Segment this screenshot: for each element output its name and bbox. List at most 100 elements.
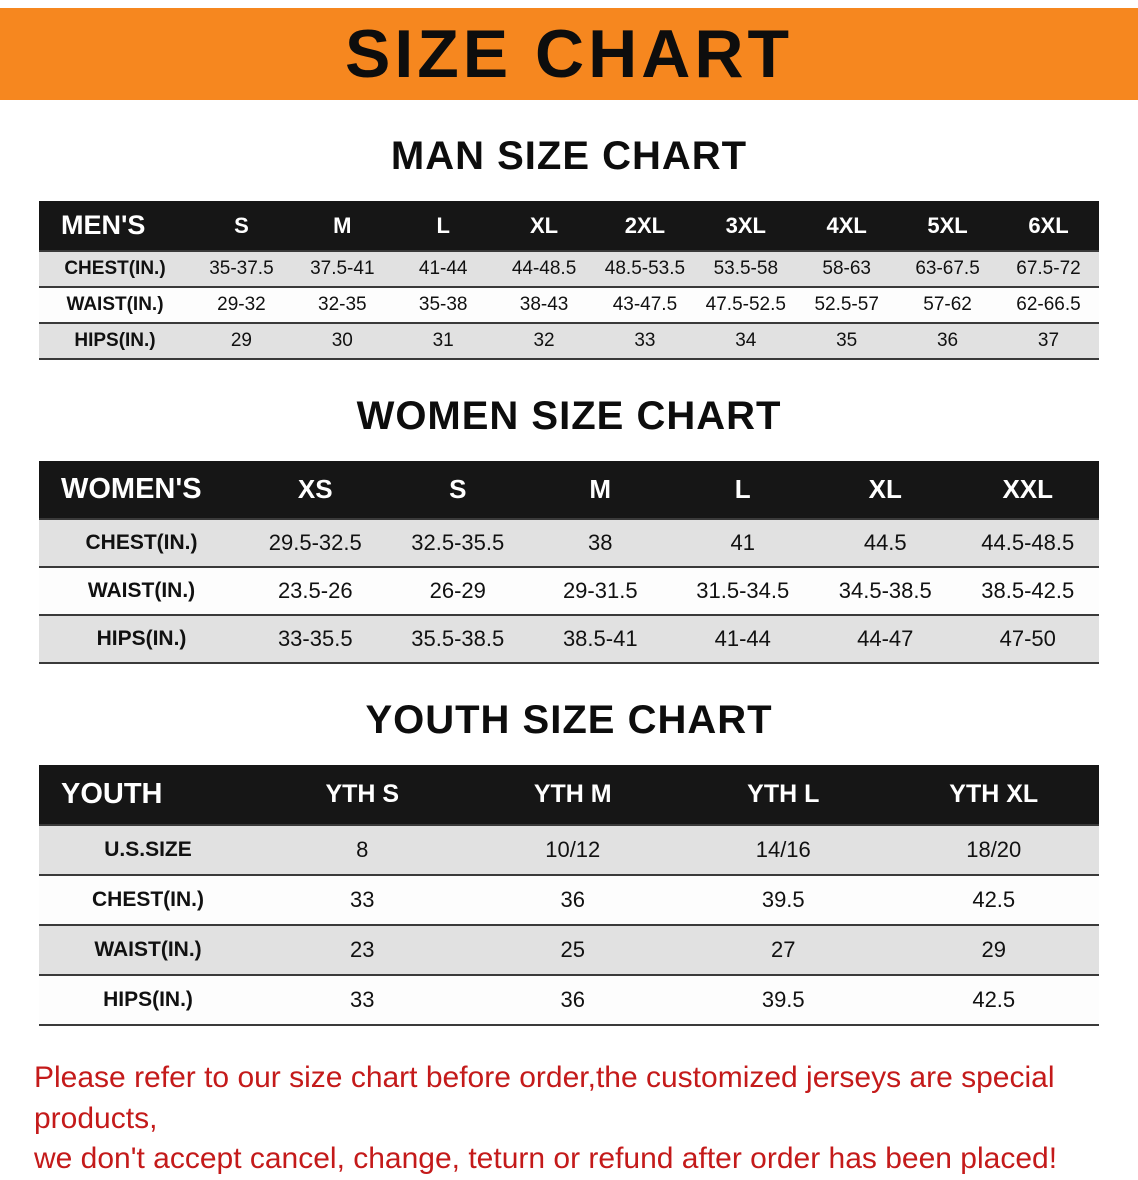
value-cell: 67.5-72 [1016, 258, 1081, 279]
value-cell: 37.5-41 [310, 258, 375, 279]
size-header-cell: YTH S [257, 765, 468, 825]
row-label-cell: HIPS(IN.) [103, 988, 193, 1011]
value-cell: 31 [432, 330, 454, 351]
value-cell: 39.5 [761, 987, 805, 1012]
youth-size-section: YOUTH SIZE CHART YOUTH YTH S YTH M YTH L YTH… [0, 698, 1138, 1026]
size-header-cell: YTH M [467, 765, 678, 825]
value-cell: 41-44 [714, 626, 771, 651]
value-cell: 47.5-52.5 [705, 294, 786, 315]
value-cell: 34 [735, 330, 757, 351]
value-cell: 30 [331, 330, 353, 351]
value-cell: 47-50 [999, 626, 1056, 651]
value-cell: 25 [560, 937, 585, 962]
value-cell: 53.5-58 [713, 258, 779, 279]
value-cell: 38.5-42.5 [981, 578, 1075, 603]
size-header-cell: S [191, 201, 292, 251]
size-header-cell: YTH XL [888, 765, 1099, 825]
value-cell: 37 [1037, 330, 1060, 351]
youth-section-heading: YOUTH SIZE CHART [365, 698, 773, 742]
value-cell: 33 [350, 987, 375, 1012]
table-title-cell: YOUTH [39, 765, 257, 825]
size-header-cell: M [529, 461, 672, 519]
value-cell: 10/12 [545, 837, 601, 862]
disclaimer-line-1: Please refer to our size chart before or… [34, 1061, 1055, 1135]
size-header-cell: L [392, 201, 494, 251]
value-cell: 41-44 [418, 258, 468, 279]
value-cell: 43-47.5 [612, 294, 678, 315]
value-cell: 39.5 [761, 887, 805, 912]
value-cell: 32-35 [318, 294, 367, 315]
value-cell: 33-35.5 [277, 626, 353, 651]
value-cell: 36 [936, 330, 959, 351]
men-size-section: MAN SIZE CHART MEN'S S M L XL 2XL 3XL 4XL 5XL 6XL… [0, 134, 1138, 360]
value-cell: 38-43 [519, 294, 569, 315]
value-cell: 42.5 [972, 887, 1016, 912]
size-header-cell: 2XL [594, 201, 696, 251]
table-header-row: MEN'S S M L XL 2XL 3XL 4XL 5XL 6XL [39, 201, 1099, 251]
row-label-cell: HIPS(IN.) [74, 330, 156, 351]
value-cell: 29-31.5 [562, 578, 638, 603]
table-title-cell: MEN'S [39, 201, 191, 251]
row-label-cell: WAIST(IN.) [66, 294, 164, 315]
size-header-cell: M [291, 201, 393, 251]
value-cell: 33 [634, 330, 656, 351]
value-cell: 35-37.5 [209, 258, 274, 279]
size-header-cell: S [386, 461, 529, 519]
youth-size-table: YOUTH YTH S YTH M YTH L YTH XL U.S.SIZE 8 10/12… [39, 765, 1099, 1026]
value-cell: 8 [356, 837, 369, 862]
row-label-cell: HIPS(IN.) [96, 627, 187, 650]
size-header-cell: 6XL [998, 201, 1099, 251]
page-title: SIZE CHART [345, 16, 793, 92]
value-cell: 44-48.5 [511, 258, 577, 279]
men-section-heading: MAN SIZE CHART [390, 134, 748, 178]
size-header-cell: XXL [956, 461, 1099, 519]
value-cell: 44.5 [863, 530, 907, 555]
value-cell: 32.5-35.5 [411, 530, 505, 555]
size-header-cell: XS [244, 461, 387, 519]
value-cell: 23.5-26 [277, 578, 353, 603]
size-chart-page: SIZE CHART MAN SIZE CHART MEN'S S M L XL 2XL 3… [0, 8, 1138, 1180]
banner: SIZE CHART [0, 8, 1138, 100]
row-label-cell: CHEST(IN.) [92, 888, 204, 911]
table-row: CHEST(IN.) 35-37.5 37.5-41 41-44 44-48.5 48.5… [39, 251, 1099, 287]
table-row: U.S.SIZE 8 10/12 14/16 18/20 [39, 825, 1099, 875]
women-section-heading: WOMEN SIZE CHART [356, 394, 782, 438]
value-cell: 26-29 [429, 578, 486, 603]
value-cell: 44-47 [857, 626, 914, 651]
value-cell: 35 [836, 330, 858, 351]
size-header-cell: L [671, 461, 814, 519]
value-cell: 35.5-38.5 [411, 626, 505, 651]
table-row: CHEST(IN.) 33 36 39.5 42.5 [39, 875, 1099, 925]
size-header-cell: 5XL [897, 201, 998, 251]
table-row: CHEST(IN.) 29.5-32.5 32.5-35.5 38 41 44.5 44.5… [39, 519, 1099, 567]
row-label-cell: U.S.SIZE [104, 838, 192, 861]
value-cell: 29 [230, 330, 252, 351]
table-row: WAIST(IN.) 23.5-26 26-29 29-31.5 31.5-34.5 34… [39, 567, 1099, 615]
value-cell: 33 [350, 887, 375, 912]
table-title-cell: WOMEN'S [39, 461, 244, 519]
table-row: HIPS(IN.) 33 36 39.5 42.5 [39, 975, 1099, 1025]
table-row: HIPS(IN.) 33-35.5 35.5-38.5 38.5-41 41-44 44-… [39, 615, 1099, 663]
size-header-cell: XL [493, 201, 595, 251]
disclaimer: Please refer to our size chart before or… [0, 1058, 1138, 1180]
row-label-cell: CHEST(IN.) [64, 258, 166, 279]
value-cell: 14/16 [755, 837, 811, 862]
value-cell: 18/20 [966, 837, 1022, 862]
value-cell: 48.5-53.5 [604, 258, 686, 279]
value-cell: 35-38 [418, 294, 468, 315]
value-cell: 29.5-32.5 [268, 530, 362, 555]
value-cell: 38 [588, 530, 613, 555]
value-cell: 62-66.5 [1016, 294, 1081, 315]
table-row: WAIST(IN.) 23 25 27 29 [39, 925, 1099, 975]
disclaimer-line-2: we don't accept cancel, change, teturn o… [34, 1142, 1058, 1175]
table-header-row: YOUTH YTH S YTH M YTH L YTH XL [39, 765, 1099, 825]
row-label-cell: WAIST(IN.) [87, 579, 196, 602]
women-size-table: WOMEN'S XS S M L XL XXL CHEST(IN.) 29.5-32.5 32.5… [39, 461, 1099, 664]
value-cell: 63-67.5 [915, 258, 980, 279]
value-cell: 29-32 [217, 294, 266, 315]
value-cell: 31.5-34.5 [696, 578, 790, 603]
value-cell: 42.5 [972, 987, 1016, 1012]
table-row: WAIST(IN.) 29-32 32-35 35-38 38-43 43-47.5 47.… [39, 287, 1099, 323]
value-cell: 36 [560, 887, 585, 912]
row-label-cell: WAIST(IN.) [94, 938, 202, 961]
